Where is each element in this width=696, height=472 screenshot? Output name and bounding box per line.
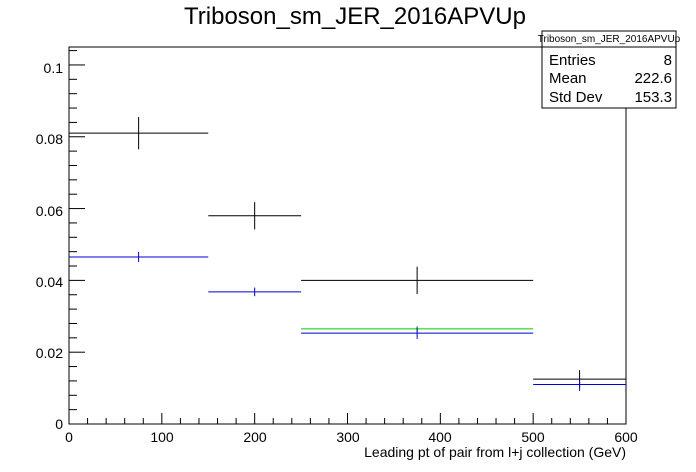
x-axis-ticks <box>68 413 627 424</box>
y-axis-ticks <box>69 50 85 425</box>
stats-label-entries: Entries <box>549 52 596 69</box>
x-tick-label: 100 <box>150 429 174 445</box>
stats-histogram-name: Triboson_sm_JER_2016APVUp <box>538 34 681 45</box>
stats-value-stddev: 153.3 <box>634 89 672 106</box>
series-2 <box>69 252 626 391</box>
x-tick-label: 300 <box>336 429 360 445</box>
y-tick-label: 0.1 <box>44 60 64 76</box>
y-tick-labels: 0 0.02 0.04 0.06 0.08 0.1 <box>36 60 63 432</box>
stats-box: Triboson_sm_JER_2016APVUp Entries 8 Mean… <box>538 30 681 109</box>
series-0 <box>69 117 626 389</box>
chart-title: Triboson_sm_JER_2016APVUp <box>184 3 526 30</box>
stats-value-entries: 8 <box>664 52 672 69</box>
x-tick-label: 500 <box>521 429 545 445</box>
x-tick-label: 400 <box>428 429 452 445</box>
x-tick-label: 200 <box>243 429 267 445</box>
stats-box-frame <box>541 30 677 109</box>
stats-label-stddev: Std Dev <box>549 89 603 106</box>
x-axis-title: Leading pt of pair from l+j collection (… <box>364 444 626 460</box>
stats-value-mean: 222.6 <box>634 70 672 87</box>
y-tick-label: 0 <box>55 416 63 432</box>
x-tick-label: 0 <box>65 429 73 445</box>
x-tick-labels: 0 100 200 300 400 500 600 <box>65 429 638 445</box>
y-tick-label: 0.06 <box>36 203 63 219</box>
stats-label-mean: Mean <box>549 70 587 87</box>
x-tick-label: 600 <box>614 429 638 445</box>
y-tick-label: 0.08 <box>36 131 63 147</box>
y-tick-label: 0.04 <box>36 274 63 290</box>
data-series <box>69 117 626 391</box>
y-tick-label: 0.02 <box>36 345 63 361</box>
